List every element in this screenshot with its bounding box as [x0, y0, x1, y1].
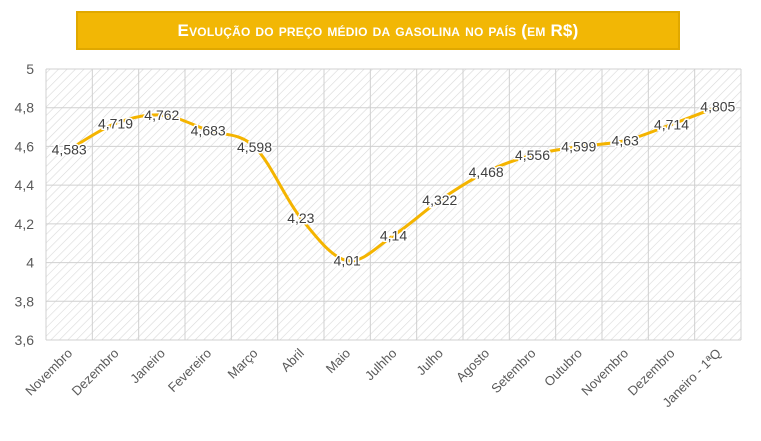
data-point	[577, 145, 581, 149]
x-tick-label: Julho	[413, 346, 446, 379]
x-tick-label: Outubro	[541, 346, 585, 390]
x-tick-label: Julhho	[362, 346, 400, 384]
x-tick-label: Fevereiro	[165, 346, 214, 395]
y-tick-label: 4,4	[15, 177, 35, 193]
x-tick-label: Janeiro	[127, 346, 168, 387]
data-point	[114, 121, 117, 125]
x-tick-label: Dezembro	[69, 346, 122, 399]
data-point	[392, 233, 395, 237]
data-label: 4,598	[237, 139, 272, 155]
data-point	[67, 148, 71, 152]
chart-title: Evolução do preço médio da gasolina no p…	[177, 20, 579, 40]
data-label: 4,468	[469, 164, 504, 180]
y-tick-label: 5	[26, 61, 34, 77]
y-tick-label: 4,2	[15, 216, 35, 232]
data-label: 4,63	[612, 133, 639, 149]
series-line	[68, 105, 719, 263]
y-tick-label: 4,6	[15, 138, 35, 154]
data-label: 4,683	[191, 122, 226, 138]
data-label: 4,01	[334, 253, 361, 269]
data-label: 4,714	[654, 116, 689, 132]
y-tick-label: 3,8	[15, 293, 35, 309]
y-axis: 3,6 3,8 4 4,2 4,4 4,6 4,8 5	[15, 61, 35, 348]
x-tick-label: Abril	[278, 345, 307, 374]
data-point	[716, 105, 720, 109]
data-point	[345, 259, 349, 263]
data-label: 4,556	[515, 147, 550, 163]
data-point	[253, 145, 256, 149]
y-tick-label: 4	[26, 255, 34, 271]
x-tick-label: Novembro	[22, 346, 75, 399]
data-point	[670, 122, 673, 126]
x-tick-label: Novembro	[578, 346, 631, 399]
x-tick-label: Agosto	[453, 346, 492, 385]
data-point	[531, 153, 534, 157]
chart-title-box: Evolução do preço médio da gasolina no p…	[76, 11, 680, 50]
y-tick-label: 3,6	[15, 332, 35, 348]
data-label: 4,322	[422, 192, 457, 208]
data-label: 4,599	[561, 139, 596, 155]
data-label: 4,805	[700, 99, 735, 115]
gridlines	[45, 68, 742, 341]
x-tick-label: Março	[224, 346, 260, 382]
data-point	[206, 128, 210, 132]
data-label: 4,719	[98, 115, 133, 131]
data-point	[623, 139, 627, 143]
data-point	[160, 113, 164, 117]
data-labels: 4,583 4,719 4,762 4,683 4,598 4,23 4,01 4,14 4,3…	[50, 97, 737, 270]
data-label: 4,762	[144, 107, 179, 123]
data-label: 4,14	[380, 227, 407, 243]
data-label: 4,23	[287, 210, 314, 226]
data-point	[484, 170, 488, 174]
data-point	[299, 216, 303, 220]
x-tick-label: Setembro	[488, 346, 538, 396]
data-label: 4,583	[52, 142, 87, 158]
data-point	[438, 198, 442, 202]
x-tick-label: Maio	[323, 346, 354, 377]
data-points	[67, 105, 720, 263]
y-tick-label: 4,8	[15, 100, 35, 116]
